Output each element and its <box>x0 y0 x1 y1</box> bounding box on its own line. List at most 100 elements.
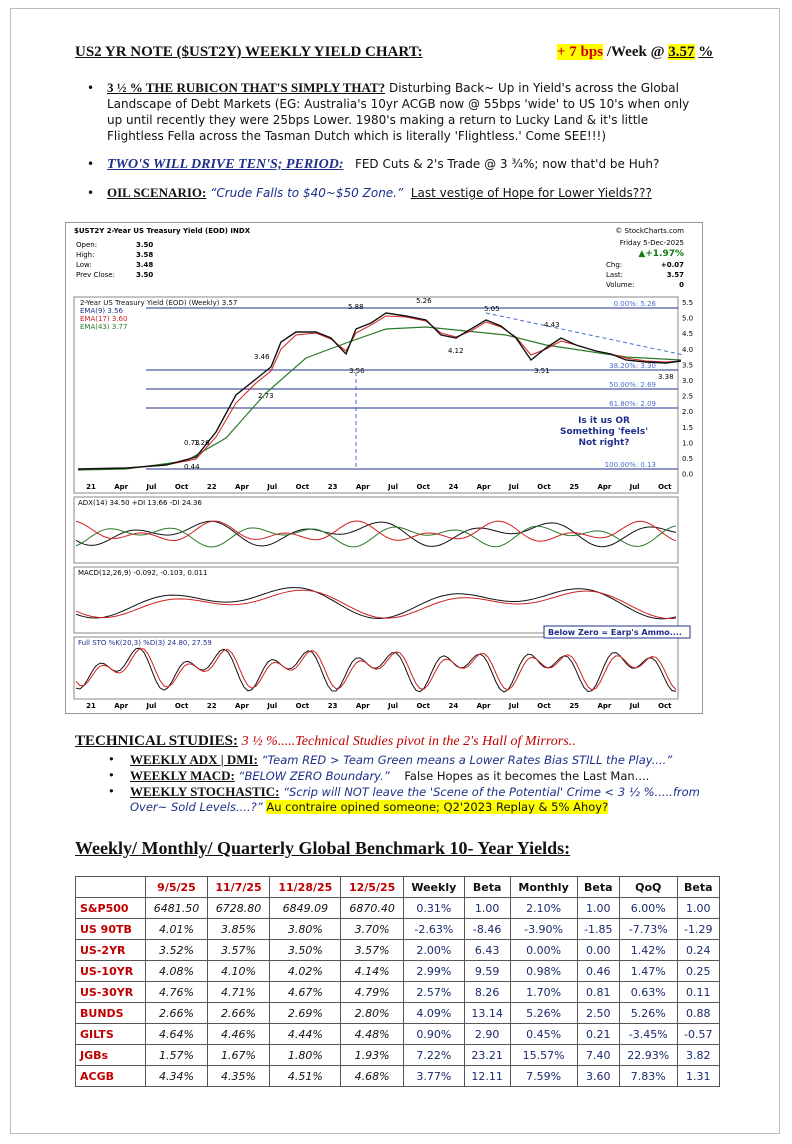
bullet-lead: OIL SCENARIO: <box>107 185 207 200</box>
fib-label: 38.20%: 3.30 <box>609 362 656 370</box>
study-lead: WEEKLY STOCHASTIC: <box>130 784 280 799</box>
bullet-lead: TWO'S WILL DRIVE TEN'S; PERIOD: <box>107 157 344 172</box>
price-label: 0.44 <box>184 463 200 471</box>
quote-value: 3.58 <box>136 251 153 259</box>
x-tick-label: 23 <box>328 483 338 491</box>
row-label: US-30YR <box>74 981 147 1003</box>
cell: 2.69% <box>269 1002 342 1024</box>
legend-entry: EMA(9) 3.56 <box>80 307 124 315</box>
x-tick-label: 22 <box>207 483 217 491</box>
fib-label: 0.00%: 5.26 <box>614 300 657 308</box>
cell: 2.90 <box>463 1023 511 1045</box>
cell: 4.14% <box>340 960 404 982</box>
cell: 4.68% <box>340 1065 404 1087</box>
time-axis: 21 21 Apr Apr Jul Jul Oct Oct 22 22 Apr Apr Jul Jul Oc… <box>86 483 672 710</box>
quote-value: 3.50 <box>136 271 153 279</box>
cell: -1.29 <box>676 918 721 940</box>
price-label: 1.26 <box>194 439 210 447</box>
macd-line <box>75 587 677 620</box>
cell: 4.08% <box>145 960 208 982</box>
plus-di <box>75 525 677 548</box>
oscillators <box>75 520 677 693</box>
weekly-change: + 7 bps <box>557 44 604 60</box>
bullet-lead: 3 ½ % THE RUBICON THAT'S SIMPLY THAT? <box>107 80 386 95</box>
y-tick-label: 4.5 <box>682 330 693 338</box>
price-label: 4.43 <box>544 321 560 329</box>
cell: -3.45% <box>618 1023 678 1045</box>
quote-label: Last: <box>606 271 623 279</box>
adx-label: ADX(14) 34.50 +DI 13.66 -DI 24.36 <box>78 499 202 507</box>
x-tick-label: Apr <box>597 483 611 491</box>
y-tick-label: 5.0 <box>682 315 693 323</box>
x-tick-label: 22 <box>207 702 217 710</box>
cell: 0.24 <box>676 939 721 961</box>
column-header: 11/7/25 <box>206 876 271 898</box>
column-header: Monthly <box>509 876 578 898</box>
cell: 7.22% <box>402 1044 465 1066</box>
cell: 3.60 <box>576 1065 620 1087</box>
cell: 4.02% <box>269 960 342 982</box>
adx-line <box>75 520 677 548</box>
cell: 4.09% <box>402 1002 465 1024</box>
cell: 4.48% <box>340 1023 404 1045</box>
cell: 5.26% <box>509 1002 578 1024</box>
x-tick-label: Jul <box>266 483 277 491</box>
x-tick-label: Jul <box>629 483 640 491</box>
x-tick-label: Jul <box>508 702 519 710</box>
legend-entry: EMA(43) 3.77 <box>80 323 127 331</box>
row-label: ACGB <box>74 1065 147 1087</box>
yield-unit: % <box>698 44 714 60</box>
price-labels: 5.88 5.26 5.05 4.43 4.12 3.46 2.73 3.56 3.51 3.38… <box>184 297 674 471</box>
cell: 3.82 <box>676 1044 721 1066</box>
header-change-box: + 7 bps /Week @ 3.57 % <box>557 44 713 61</box>
cell: 1.67% <box>206 1044 271 1066</box>
cell: 5.26% <box>618 1002 678 1024</box>
cell: 2.10% <box>509 897 578 919</box>
study-lead: WEEKLY ADX | DMI: <box>130 752 258 767</box>
price-label: 5.26 <box>416 297 432 305</box>
bullet-quote: “Crude Falls to $40~$50 Zone.” <box>210 186 404 200</box>
cell: 2.50 <box>576 1002 620 1024</box>
table-row: GILTS 4.64% 4.46% 4.44% 4.48% 0.90% 2.90 0.45% 0… <box>74 1023 721 1045</box>
cell: 1.00 <box>676 897 721 919</box>
x-tick-label: Apr <box>114 483 128 491</box>
sto-d <box>75 648 677 691</box>
note-line: Something 'feels' <box>560 427 648 437</box>
chart-date: Friday 5-Dec-2025 <box>620 239 684 247</box>
quote-value: +0.07 <box>661 261 684 269</box>
cell: 4.01% <box>145 918 208 940</box>
macd-label: MACD(12,26,9) -0.092, -0.103, 0.011 <box>78 569 207 577</box>
price-label: 3.46 <box>254 353 270 361</box>
cell: 15.57% <box>509 1044 578 1066</box>
per-week: /Week @ <box>606 44 665 60</box>
column-header: Beta <box>576 876 620 898</box>
cell: 0.81 <box>576 981 620 1003</box>
table-row: US-30YR 4.76% 4.71% 4.67% 4.79% 2.57% 8.26 1.70… <box>74 981 721 1003</box>
cell: 3.57% <box>206 939 271 961</box>
cell: 1.70% <box>509 981 578 1003</box>
study-quote: “Scrip will NOT leave the 'Scene of the … <box>130 785 700 814</box>
table-row: US 90TB 4.01% 3.85% 3.80% 3.70% -2.63% -8.46 -3… <box>74 918 721 940</box>
bullet-text: FED Cuts & 2's Trade @ 3 ¾%; now that'd … <box>354 157 660 171</box>
bullet: OIL SCENARIO: “Crude Falls to $40~$50 Zo… <box>87 185 707 201</box>
column-header: Beta <box>676 876 721 898</box>
fib-label: 61.80%: 2.09 <box>609 400 656 408</box>
cell: 0.45% <box>509 1023 578 1045</box>
x-tick-label: Jul <box>145 702 156 710</box>
studies-subtitle: 3 ½ %.....Technical Studies pivot in the… <box>241 734 576 749</box>
study: WEEKLY MACD: “BELOW ZERO Boundary.” Fals… <box>108 768 725 784</box>
adx-panel <box>73 496 679 564</box>
sto-panel <box>73 636 679 700</box>
x-tick-label: Oct <box>416 483 430 491</box>
studies: TECHNICAL STUDIES: 3 ½ %.....Technical S… <box>75 734 725 815</box>
cell: 3.80% <box>269 918 342 940</box>
x-tick-label: Oct <box>658 702 672 710</box>
row-label: GILTS <box>74 1023 147 1045</box>
cell: 1.31 <box>676 1065 721 1087</box>
sto-k <box>75 647 677 693</box>
column-header: Beta <box>463 876 511 898</box>
cell: -2.63% <box>402 918 465 940</box>
cell: 3.50% <box>269 939 342 961</box>
bullet-text: Last vestige of Hope for Lower Yields??? <box>410 186 652 200</box>
